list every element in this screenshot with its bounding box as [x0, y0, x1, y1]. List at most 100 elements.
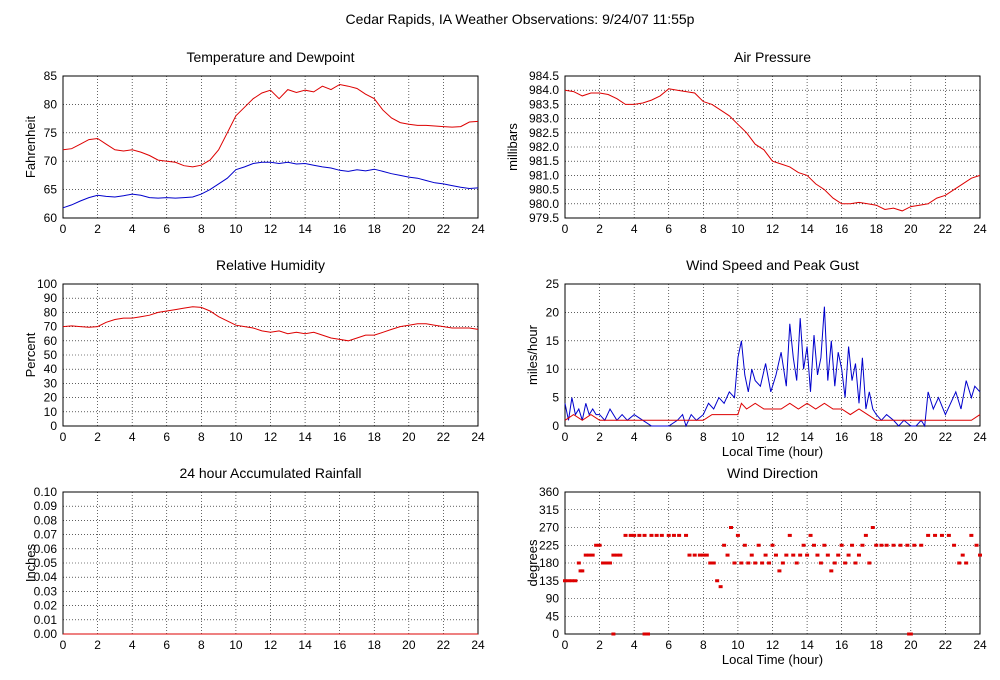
x-tick-label: 22 [437, 222, 451, 236]
data-point [704, 553, 709, 557]
x-tick-label: 12 [264, 222, 278, 236]
x-tick-label: 14 [800, 430, 814, 444]
x-tick-label: 20 [402, 638, 416, 652]
data-point [798, 553, 803, 557]
x-tick-label: 2 [94, 638, 101, 652]
x-tick-label: 22 [437, 638, 451, 652]
y-axis-label: degrees [525, 539, 540, 586]
x-tick-label: 24 [471, 638, 485, 652]
series-line-blue [564, 306, 981, 428]
x-tick-label: 14 [800, 222, 814, 236]
x-tick-label: 0 [60, 430, 67, 444]
data-point [825, 553, 830, 557]
y-tick-label: 135 [539, 574, 559, 588]
data-point [912, 543, 917, 547]
x-tick-label: 6 [163, 638, 170, 652]
data-point [666, 533, 671, 537]
y-axis-label: Percent [23, 332, 38, 377]
y-axis-label: Fahrenheit [23, 116, 38, 179]
y-tick-label: 80 [44, 305, 58, 319]
data-point [756, 543, 761, 547]
data-point [601, 561, 606, 565]
y-tick-label: 180 [539, 556, 559, 570]
data-point [763, 553, 768, 557]
data-point [614, 553, 619, 557]
x-tick-label: 16 [333, 638, 347, 652]
data-point [777, 569, 782, 573]
y-tick-label: 10 [44, 405, 58, 419]
data-point [784, 553, 789, 557]
y-tick-label: 65 [44, 183, 58, 197]
x-tick-label: 2 [94, 430, 101, 444]
y-tick-label: 15 [546, 334, 560, 348]
plot-frame [564, 75, 981, 219]
x-tick-label: 12 [264, 638, 278, 652]
data-point [760, 561, 765, 565]
data-point [957, 561, 962, 565]
data-point [908, 632, 913, 636]
data-point [732, 561, 737, 565]
x-axis-label: Local Time (hour) [722, 444, 823, 459]
x-tick-label: 4 [129, 430, 136, 444]
y-tick-label: 983.0 [529, 112, 559, 126]
y-tick-label: 0 [552, 419, 559, 433]
x-tick-label: 4 [631, 222, 638, 236]
y-tick-label: 982.5 [529, 126, 559, 140]
data-point [791, 553, 796, 557]
y-tick-label: 90 [44, 291, 58, 305]
data-point [843, 561, 848, 565]
data-point [770, 543, 775, 547]
y-tick-label: 90 [546, 592, 560, 606]
x-tick-label: 18 [870, 430, 884, 444]
x-tick-label: 22 [939, 222, 953, 236]
data-point [846, 553, 851, 557]
data-point [801, 543, 806, 547]
x-tick-label: 4 [631, 638, 638, 652]
y-tick-label: 984.0 [529, 83, 559, 97]
y-tick-label: 20 [44, 391, 58, 405]
data-point [853, 561, 858, 565]
data-point [952, 543, 957, 547]
x-tick-label: 0 [562, 222, 569, 236]
data-point [711, 561, 716, 565]
x-axis-label: Local Time (hour) [722, 652, 823, 667]
x-tick-label: 2 [94, 222, 101, 236]
y-tick-label: 0.00 [34, 627, 58, 641]
data-point [905, 543, 910, 547]
data-point [794, 561, 799, 565]
y-tick-label: 10 [546, 362, 560, 376]
y-tick-label: 979.5 [529, 211, 559, 225]
x-tick-label: 8 [700, 638, 707, 652]
data-point [649, 533, 654, 537]
x-tick-label: 10 [731, 638, 745, 652]
x-tick-label: 18 [368, 430, 382, 444]
y-axis-label: millibars [505, 123, 520, 171]
data-point [822, 543, 827, 547]
y-tick-label: 5 [552, 391, 559, 405]
data-point [964, 561, 969, 565]
y-tick-label: 980.5 [529, 183, 559, 197]
x-tick-label: 16 [835, 222, 849, 236]
data-point [974, 543, 979, 547]
y-tick-label: 984.5 [529, 69, 559, 83]
data-point [580, 569, 585, 573]
y-tick-label: 225 [539, 538, 559, 552]
data-point [637, 533, 642, 537]
data-point [879, 543, 884, 547]
data-point [870, 526, 875, 529]
data-point [604, 561, 609, 565]
x-tick-label: 4 [631, 430, 638, 444]
chart-title: Temperature and Dewpoint [186, 49, 354, 65]
y-tick-label: 40 [44, 362, 58, 376]
y-axis-label: miles/hour [525, 324, 540, 385]
y-tick-label: 982.0 [529, 140, 559, 154]
y-tick-label: 85 [44, 69, 58, 83]
data-point [687, 553, 692, 557]
x-tick-label: 12 [766, 638, 780, 652]
x-tick-label: 0 [60, 222, 67, 236]
x-tick-label: 14 [298, 222, 312, 236]
data-point [576, 561, 581, 565]
chart-title: Relative Humidity [216, 257, 325, 273]
x-tick-label: 22 [939, 638, 953, 652]
